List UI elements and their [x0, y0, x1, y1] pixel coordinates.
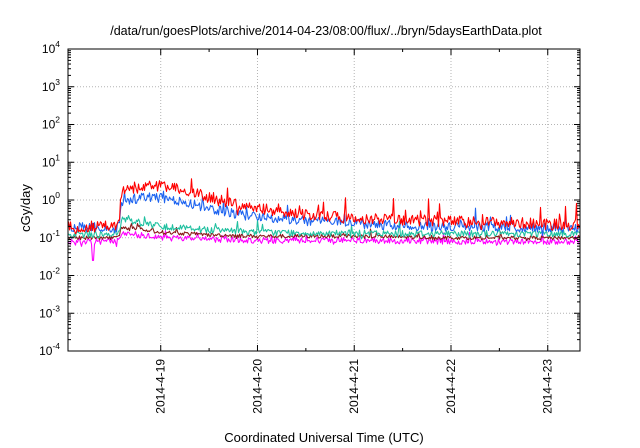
y-tick-label: 101	[42, 152, 60, 169]
series-line	[68, 223, 580, 242]
y-tick-exponent: -4	[52, 341, 60, 351]
y-tick-exponent: -1	[52, 228, 60, 238]
x-tick-label: 2014-4-19	[154, 359, 168, 414]
x-tick-label: 2014-4-20	[250, 359, 264, 414]
y-tick-base: 10	[42, 118, 56, 132]
y-tick-label: 103	[42, 77, 60, 94]
y-tick-label: 10-3	[39, 303, 60, 320]
series-line	[68, 230, 580, 262]
x-tick-label: 2014-4-21	[347, 359, 361, 414]
y-tick-exponent: -3	[52, 303, 60, 313]
y-tick-exponent: 3	[55, 77, 60, 87]
y-tick-label: 104	[42, 39, 60, 56]
y-tick-label: 10-4	[39, 341, 60, 358]
y-tick-base: 10	[42, 42, 56, 56]
y-tick-exponent: 4	[55, 39, 60, 49]
y-tick-label: 10-1	[39, 228, 60, 245]
y-tick-exponent: -2	[52, 266, 60, 276]
ticks: 10410310210110010-110-210-310-42014-4-19…	[39, 39, 580, 414]
series-line	[67, 178, 581, 235]
x-axis-label: Coordinated Universal Time (UTC)	[224, 430, 423, 445]
y-tick-label: 102	[42, 115, 60, 132]
y-tick-exponent: 0	[55, 190, 60, 200]
x-tick-label: 2014-4-23	[541, 359, 555, 414]
y-tick-base: 10	[39, 344, 53, 358]
series-layer	[67, 178, 581, 262]
chart-title: /data/run/goesPlots/archive/2014-04-23/0…	[110, 24, 542, 38]
series-line	[68, 214, 580, 240]
y-axis-label: cGy/day	[18, 184, 33, 232]
x-tick-label: 2014-4-22	[444, 359, 458, 414]
y-tick-base: 10	[42, 80, 56, 94]
y-tick-base: 10	[39, 269, 53, 283]
y-tick-base: 10	[42, 193, 56, 207]
y-tick-exponent: 1	[55, 152, 60, 162]
y-tick-label: 10-2	[39, 266, 60, 283]
y-tick-label: 100	[42, 190, 60, 207]
y-tick-base: 10	[42, 155, 56, 169]
y-tick-base: 10	[39, 231, 53, 245]
y-tick-base: 10	[39, 306, 53, 320]
y-tick-exponent: 2	[55, 115, 60, 125]
